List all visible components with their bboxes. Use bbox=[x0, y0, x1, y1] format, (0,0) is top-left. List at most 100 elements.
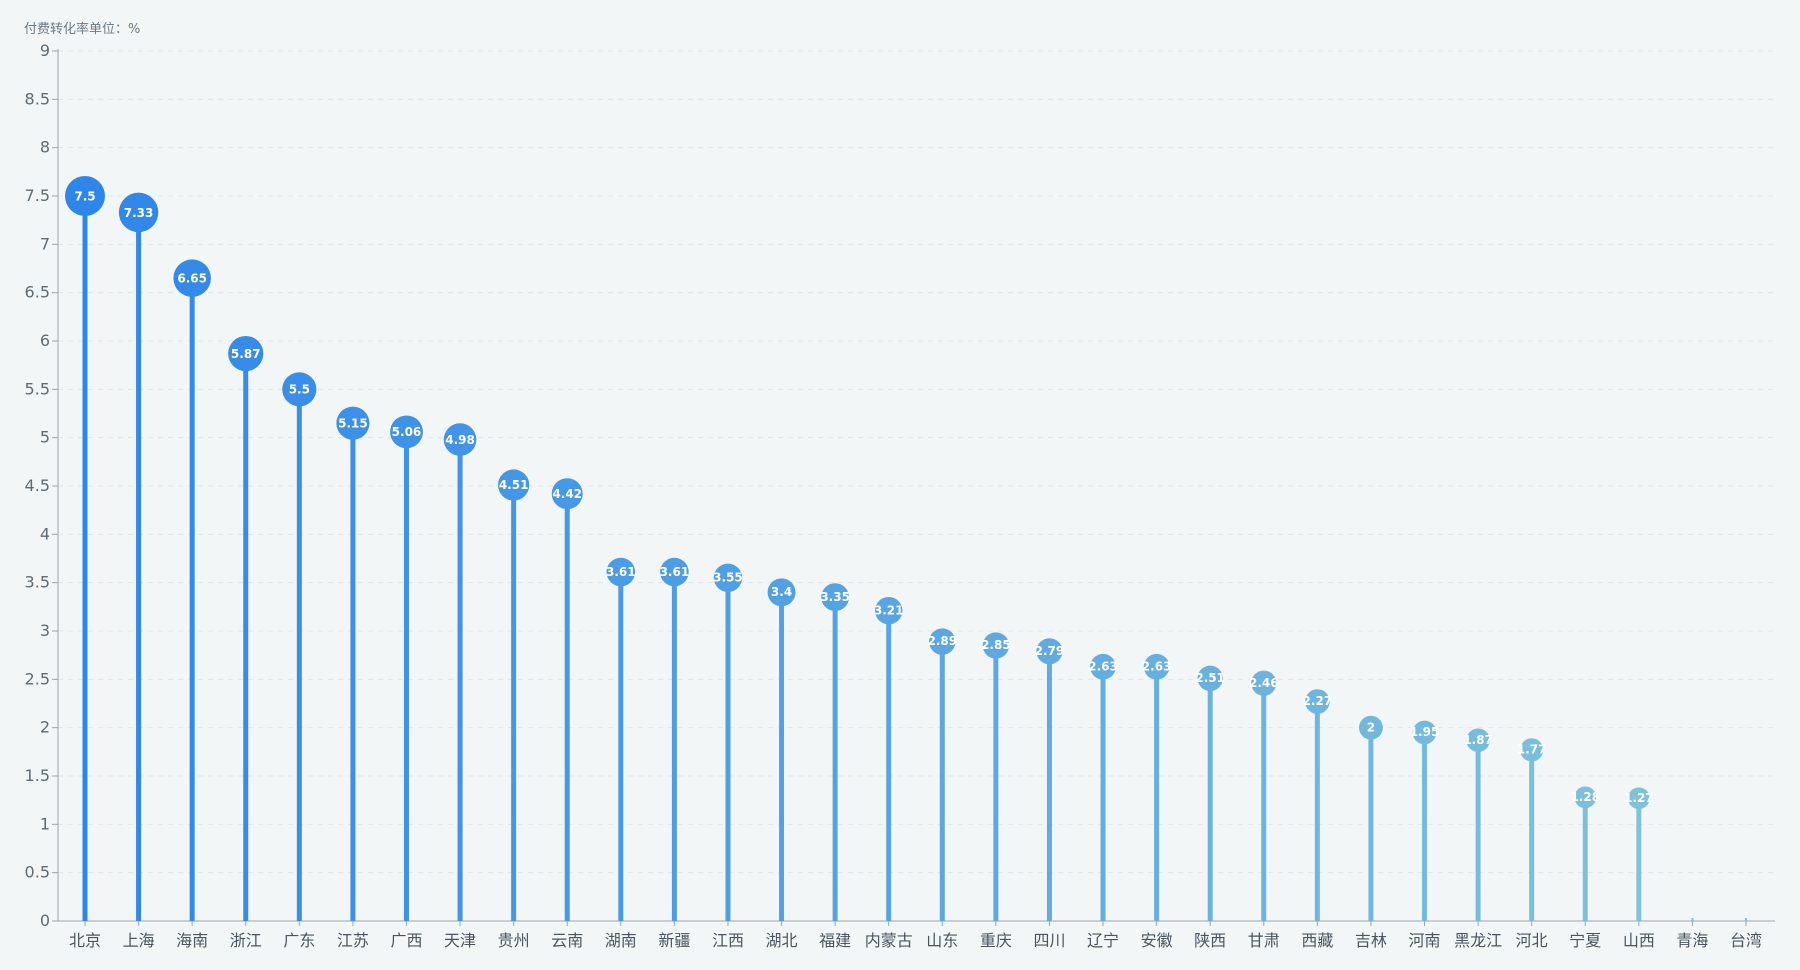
lollipop-head bbox=[1090, 653, 1116, 680]
lollipop-head bbox=[118, 192, 159, 233]
lollipop-head bbox=[228, 335, 264, 372]
x-tick-label: 江苏 bbox=[337, 931, 369, 950]
y-tick-label: 4.5 bbox=[25, 476, 50, 495]
y-tick-label: 6.5 bbox=[25, 283, 50, 302]
y-tick-label: 8.5 bbox=[25, 89, 50, 108]
y-tick-label: 7 bbox=[40, 234, 50, 253]
x-tick-label: 山西 bbox=[1623, 931, 1655, 950]
x-tick-label: 广西 bbox=[390, 931, 422, 950]
x-tick-label: 山东 bbox=[926, 931, 958, 950]
y-tick-label: 3.5 bbox=[25, 573, 50, 592]
lollipop-head bbox=[1574, 786, 1597, 809]
x-tick-labels: 北京 上海 海南 浙江 广东 江苏 广西 天津 贵州 云南 湖南 新疆 江西 湖北 福建 内蒙古 山东 重庆 四川 辽… bbox=[69, 931, 1762, 950]
lollipop-head bbox=[1036, 638, 1063, 665]
y-tick-label: 8 bbox=[40, 138, 50, 157]
lollipop-head bbox=[443, 423, 477, 456]
x-tick-label: 宁夏 bbox=[1569, 931, 1601, 950]
x-tick-label: 贵州 bbox=[498, 931, 530, 950]
x-tick-label: 河北 bbox=[1516, 931, 1548, 950]
y-tick-label: 0.5 bbox=[25, 863, 50, 882]
lollipop-head bbox=[606, 557, 636, 587]
x-tick-label: 上海 bbox=[123, 931, 155, 950]
unit-label: 付费转化率单位：% bbox=[24, 21, 140, 37]
lollipop-head bbox=[875, 596, 903, 625]
y-tick-label: 4 bbox=[40, 524, 50, 543]
data-label: 5.87 bbox=[231, 347, 261, 361]
lollipop-head bbox=[982, 632, 1010, 659]
x-tick-label: 湖南 bbox=[605, 931, 637, 950]
y-tick-label: 2.5 bbox=[25, 669, 50, 688]
data-label: 2.27 bbox=[1303, 694, 1333, 708]
data-label: 5.5 bbox=[289, 383, 310, 397]
data-label: 1.28 bbox=[1570, 790, 1600, 804]
data-label: 7.5 bbox=[74, 189, 95, 203]
data-label: 1.95 bbox=[1410, 725, 1440, 739]
data-label: 2.46 bbox=[1249, 676, 1279, 690]
lollipop-head bbox=[767, 578, 796, 607]
x-tick-label: 北京 bbox=[69, 931, 101, 950]
grid-lines bbox=[58, 50, 1775, 874]
lollipop-head bbox=[173, 259, 211, 297]
axes bbox=[52, 49, 1775, 926]
x-tick-label: 四川 bbox=[1033, 931, 1065, 950]
lollipop-head bbox=[65, 176, 105, 216]
y-tick-label: 5.5 bbox=[25, 379, 50, 398]
y-tick-label: 5 bbox=[40, 428, 50, 447]
x-tick-label: 黑龙江 bbox=[1454, 931, 1502, 950]
data-label: 2.63 bbox=[1142, 659, 1172, 673]
data-label: 3.55 bbox=[713, 571, 743, 585]
x-tick-label: 甘肃 bbox=[1248, 931, 1280, 950]
data-label: 2.51 bbox=[1195, 671, 1225, 685]
x-tick-label: 重庆 bbox=[980, 931, 1012, 950]
lollipop-head bbox=[1466, 728, 1490, 752]
x-tick-label: 浙江 bbox=[230, 931, 262, 950]
x-tick-label: 台湾 bbox=[1730, 931, 1762, 950]
lollipop-head bbox=[1359, 715, 1383, 740]
x-tick-label: 安徽 bbox=[1141, 931, 1173, 950]
data-label: 4.42 bbox=[552, 487, 582, 501]
lollipop-head bbox=[336, 406, 370, 440]
y-tick-label: 3 bbox=[40, 621, 50, 640]
data-label: 2.79 bbox=[1035, 644, 1065, 658]
lollipop-head bbox=[660, 557, 689, 587]
lollipop-stems bbox=[82, 196, 1747, 921]
x-tick-label: 天津 bbox=[444, 931, 476, 950]
y-tick-label: 6 bbox=[40, 331, 50, 350]
data-label: 3.4 bbox=[771, 585, 792, 599]
data-label: 3.61 bbox=[660, 565, 690, 579]
y-tick-label: 1 bbox=[40, 814, 50, 833]
x-tick-label: 陕西 bbox=[1194, 931, 1226, 950]
data-label: 5.06 bbox=[392, 425, 422, 439]
x-tick-label: 吉林 bbox=[1355, 931, 1387, 950]
lollipop-head bbox=[1412, 720, 1437, 745]
lollipop-head bbox=[551, 478, 583, 510]
x-tick-label: 广东 bbox=[283, 931, 315, 950]
lollipop-head bbox=[1197, 665, 1223, 692]
data-label: 7.33 bbox=[124, 206, 154, 220]
data-label: 1.27 bbox=[1624, 791, 1654, 805]
x-tick-label: 福建 bbox=[819, 931, 851, 950]
data-label: 1.77 bbox=[1517, 743, 1547, 757]
lollipop-head bbox=[821, 583, 850, 612]
lollipop-head bbox=[1627, 787, 1650, 810]
x-tick-label: 青海 bbox=[1676, 931, 1708, 950]
data-label: 2.63 bbox=[1088, 659, 1118, 673]
x-tick-label: 江西 bbox=[712, 931, 744, 950]
data-label: 5.15 bbox=[338, 416, 368, 430]
data-label: 4.51 bbox=[499, 478, 529, 492]
x-tick-label: 西藏 bbox=[1301, 931, 1333, 950]
lollipop-head bbox=[1143, 653, 1170, 680]
data-label: 2 bbox=[1367, 720, 1375, 734]
x-tick-label: 云南 bbox=[551, 931, 583, 950]
x-tick-label: 海南 bbox=[176, 931, 208, 950]
lollipop-head bbox=[929, 628, 956, 655]
data-label: 6.65 bbox=[177, 271, 207, 285]
lollipop-heads: 7.5 7.33 6.65 5.87 5.5 5.15 5.06 4.98 4.51 4.42 3.… bbox=[65, 176, 1654, 810]
lollipop-head bbox=[1251, 670, 1277, 696]
data-label: 2.85 bbox=[981, 638, 1011, 652]
x-tick-label: 新疆 bbox=[658, 931, 690, 950]
y-tick-label: 2 bbox=[40, 718, 50, 737]
lollipop-head bbox=[1305, 689, 1330, 714]
y-tick-label: 1.5 bbox=[25, 766, 50, 785]
